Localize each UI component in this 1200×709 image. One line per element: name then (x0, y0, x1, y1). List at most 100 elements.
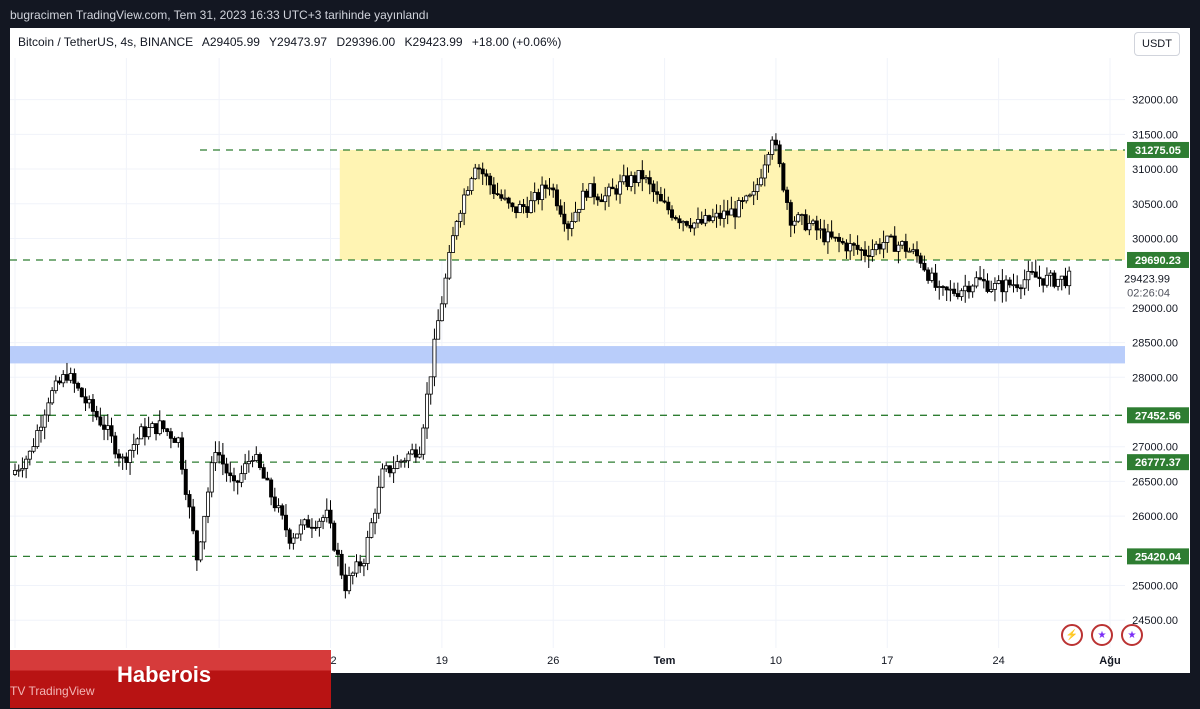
y-tick-label: 31000.00 (1132, 164, 1178, 176)
candle-up (714, 212, 719, 218)
candle-down (740, 200, 745, 202)
candle-up (766, 154, 771, 166)
candle-down (840, 241, 845, 244)
us-flag-icon[interactable]: ★ (1091, 624, 1113, 646)
candle-down (521, 204, 526, 207)
candle-up (569, 221, 574, 229)
candle-down (903, 241, 908, 252)
candle-up (540, 184, 545, 200)
candle-up (20, 468, 25, 471)
candle-down (387, 465, 392, 474)
candle-up (128, 449, 133, 463)
candle-up (295, 533, 300, 539)
candle-down (510, 202, 515, 208)
candle-down (154, 423, 159, 435)
candle-down (558, 205, 563, 215)
candle-up (135, 438, 140, 445)
event-icons[interactable]: ⚡ ★ ★ (1061, 624, 1143, 646)
candle-up (35, 430, 40, 447)
candle-down (94, 410, 99, 418)
candle-down (837, 236, 842, 242)
candle-up (428, 376, 433, 395)
candle-down (863, 249, 868, 256)
candle-down (655, 191, 660, 195)
candle-up (146, 427, 151, 438)
candle-down (922, 262, 927, 271)
candle-up (681, 221, 686, 224)
candle-up (176, 437, 181, 443)
candle-up (1044, 274, 1049, 286)
y-tick-label: 28500.00 (1132, 338, 1178, 350)
candle-up (848, 243, 853, 252)
candle-up (811, 220, 816, 224)
candle-up (206, 491, 211, 517)
candle-up (61, 374, 66, 384)
candle-up (721, 210, 726, 219)
candle-up (703, 215, 708, 224)
candle-up (547, 187, 552, 190)
candle-up (425, 393, 430, 429)
candle-up (989, 288, 994, 292)
candle-up (710, 216, 715, 222)
symbol-name: Bitcoin / TetherUS, 4s, BINANCE (18, 35, 194, 49)
level-price-label: 29690.23 (1135, 255, 1181, 267)
candle-down (228, 472, 233, 477)
candle-up (391, 468, 396, 474)
candle-up (68, 373, 73, 381)
candle-down (102, 424, 107, 430)
candle-down (328, 509, 333, 524)
level-price-tag (1127, 454, 1189, 471)
candle-up (900, 241, 905, 246)
candle-up (31, 446, 36, 452)
candle-up (198, 541, 203, 561)
currency-button[interactable]: USDT (1134, 32, 1180, 56)
candle-up (948, 288, 953, 291)
candle-down (851, 243, 856, 246)
candle-down (955, 293, 960, 298)
candle-up (911, 249, 916, 252)
candle-down (625, 175, 630, 187)
ohlc-low: D29396.00 (336, 35, 396, 49)
chart-frame[interactable]: 32000.00 31500.00 31000.00 30500.00 30000.00… (10, 28, 1190, 673)
candle-down (142, 426, 147, 438)
candle-up (369, 522, 374, 538)
candle-up (588, 183, 593, 198)
candle-down (773, 139, 778, 146)
candle-up (517, 204, 522, 214)
candle-up (528, 200, 533, 213)
candle-down (231, 475, 236, 482)
candle-up (417, 453, 422, 458)
candle-up (450, 235, 455, 253)
candle-down (220, 454, 225, 465)
candle-down (76, 382, 81, 389)
us-flag-icon[interactable]: ★ (1121, 624, 1143, 646)
candle-up (1048, 272, 1053, 276)
candle-down (90, 399, 95, 412)
candle-down (309, 526, 314, 529)
candle-down (662, 200, 667, 203)
candle-down (684, 221, 689, 226)
candle-up (636, 170, 641, 183)
candle-down (343, 574, 348, 592)
lightning-icon[interactable]: ⚡ (1061, 624, 1083, 646)
candle-down (777, 144, 782, 165)
candle-up (399, 460, 404, 463)
candle-up (1004, 279, 1009, 293)
candle-up (573, 211, 578, 223)
level-price-label: 31275.05 (1135, 145, 1181, 157)
candle-up (799, 214, 804, 216)
candle-down (306, 519, 311, 528)
candle-down (966, 285, 971, 293)
candle-up (131, 444, 136, 451)
candle-up (291, 537, 296, 544)
candle-up (324, 509, 329, 519)
candle-down (855, 244, 860, 250)
candle-up (443, 277, 448, 305)
candle-down (918, 255, 923, 264)
candle-down (733, 208, 738, 218)
candle-down (217, 452, 222, 456)
candlestick-chart[interactable]: 32000.00 31500.00 31000.00 30500.00 30000.00… (10, 28, 1190, 673)
candle-up (298, 524, 303, 535)
countdown-label: 02:26:04 (1127, 287, 1170, 299)
candle-down (595, 196, 600, 201)
